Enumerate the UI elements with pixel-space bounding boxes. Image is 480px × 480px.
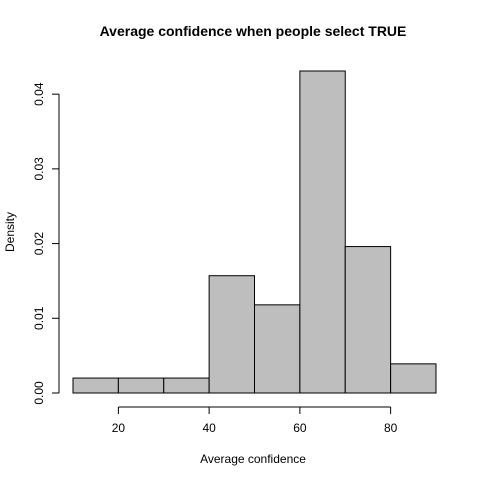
y-tick-label-4: 0.04 [32, 82, 46, 106]
histogram-bar-0 [72, 377, 119, 394]
x-tick-label-1: 40 [202, 421, 216, 435]
x-axis: 20 40 60 80 [112, 406, 398, 435]
y-tick-label-3: 0.03 [32, 157, 46, 181]
histogram-bar-2 [163, 377, 210, 394]
histogram-bar-1 [117, 377, 165, 394]
y-tick-label-1: 0.01 [32, 306, 46, 330]
y-axis-label: Density [3, 212, 17, 252]
x-tick-label-3: 80 [384, 421, 398, 435]
histogram-bar-3 [208, 275, 255, 394]
y-tick-label-0: 0.00 [32, 381, 46, 405]
y-axis: 0.00 0.01 0.02 0.03 0.04 [32, 82, 60, 405]
x-tick-label-0: 20 [112, 421, 126, 435]
histogram-bar-6 [344, 246, 392, 394]
histogram-bar-7 [390, 363, 437, 394]
y-tick-label-2: 0.02 [32, 232, 46, 256]
x-axis-label: Average confidence [200, 452, 306, 466]
chart-title: Average confidence when people select TR… [100, 23, 407, 39]
x-tick-label-2: 60 [293, 421, 307, 435]
histogram-bar-5 [299, 70, 346, 394]
histogram-bar-4 [254, 304, 301, 394]
bars-group [72, 70, 437, 394]
